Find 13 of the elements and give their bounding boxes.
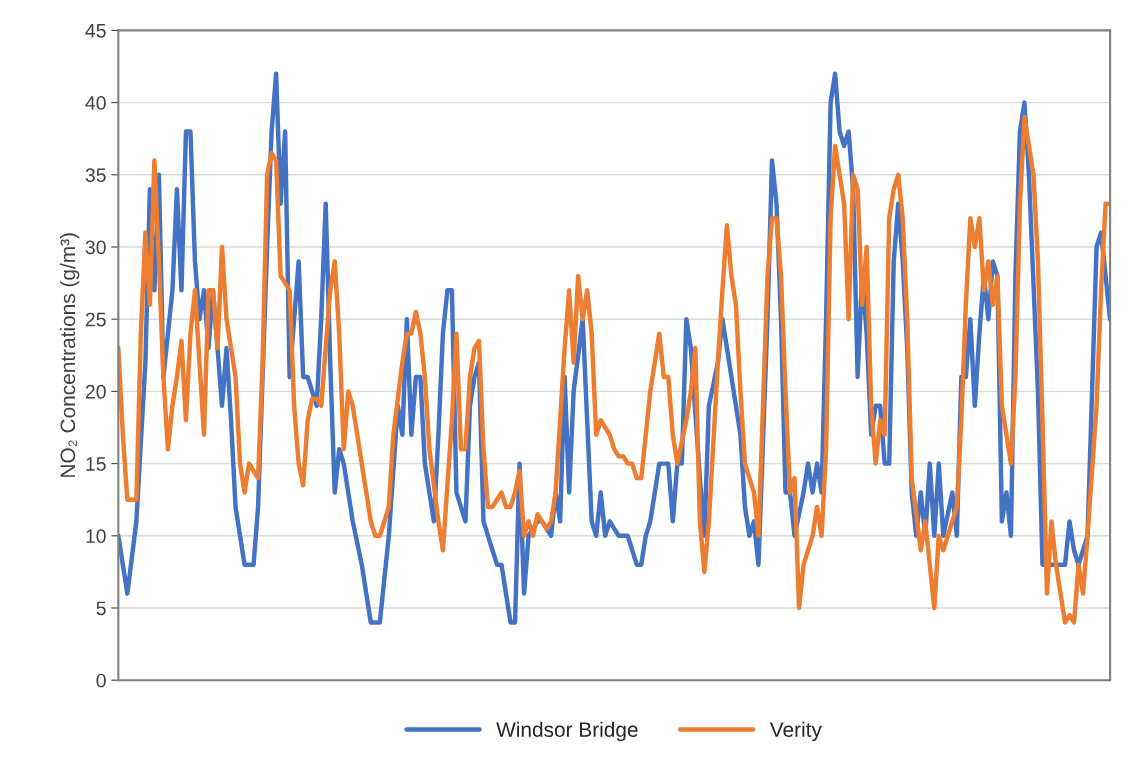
legend-label: Windsor Bridge (496, 721, 638, 742)
y-tick-label: 45 (85, 24, 106, 38)
y-tick-label: 25 (85, 312, 106, 327)
legend-label: Verity (769, 721, 822, 742)
y-axis-title: NO₂ Concentrations (g/m³) (59, 233, 80, 477)
y-tick-label: 5 (96, 601, 106, 616)
y-tick-label: 0 (96, 673, 106, 688)
y-tick-label: 20 (85, 384, 106, 399)
y-tick-label: 30 (85, 240, 106, 255)
y-tick-label: 10 (86, 529, 106, 544)
y-tick-label: 40 (85, 96, 106, 110)
y-tick-label: 35 (85, 168, 106, 183)
y-tick-label: 15 (86, 457, 106, 471)
